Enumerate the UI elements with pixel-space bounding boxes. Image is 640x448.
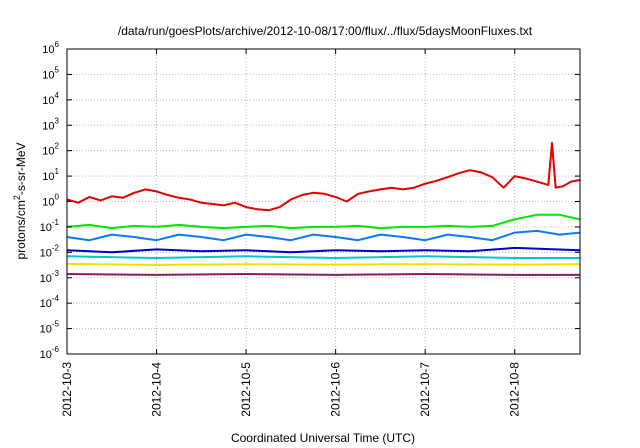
y-tick-label: 10-5 [40, 320, 60, 336]
series-line-6 [66, 262, 581, 266]
y-tick-label: 100 [42, 193, 59, 209]
x-tick-label: 2012-10-7 [418, 362, 432, 417]
y-tick-label: 104 [42, 91, 59, 107]
y-tick-label: 103 [42, 116, 59, 132]
y-tick-label: 102 [42, 142, 59, 158]
y-tick-label: 105 [42, 65, 59, 81]
y-tick-label: 106 [42, 40, 59, 56]
y-tick-label: 10-1 [40, 218, 60, 234]
axis-ticks: 106 105 104 103 102 101 100 10-1 10-2 10-3 10-4 10-… [40, 40, 580, 417]
x-tick-label: 2012-10-4 [150, 362, 164, 417]
x-tick-label: 2012-10-5 [239, 362, 253, 417]
x-axis-label: Coordinated Universal Time (UTC) [231, 431, 415, 445]
x-tick-label: 2012-10-3 [60, 362, 74, 417]
y-tick-label: 10-2 [40, 243, 60, 259]
x-tick-label: 2012-10-8 [508, 362, 522, 417]
series-line-7 [66, 273, 580, 276]
x-tick-label: 2012-10-6 [329, 362, 343, 417]
series-line-3 [66, 229, 581, 242]
chart-title: /data/run/goesPlots/archive/2012-10-08/1… [118, 24, 533, 38]
series-line-4 [66, 246, 581, 254]
series-line-1 [66, 142, 581, 212]
y-tick-label: 10-3 [40, 269, 60, 285]
y-tick-label: 101 [42, 167, 59, 183]
series-line-2 [66, 213, 581, 230]
series-layer [66, 142, 581, 276]
y-tick-label: 10-6 [40, 345, 60, 361]
series-line-5 [66, 255, 580, 259]
y-axis-label: protons/cm2-s-sr-MeV [12, 142, 28, 259]
y-tick-label: 10-4 [40, 294, 60, 310]
